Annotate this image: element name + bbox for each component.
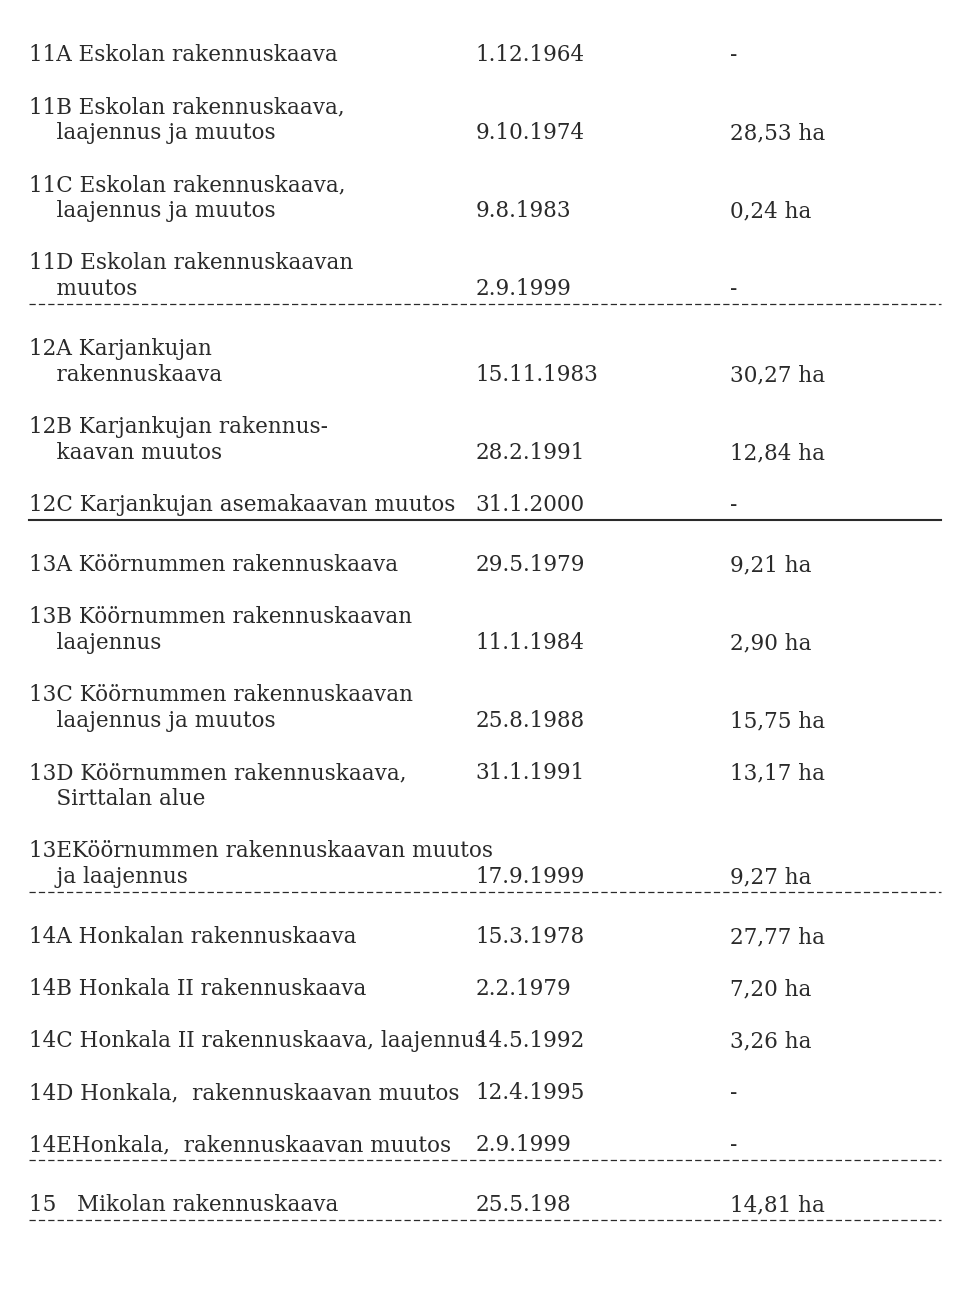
Text: Sirttalan alue: Sirttalan alue — [29, 788, 205, 810]
Text: 25.8.1988: 25.8.1988 — [475, 710, 585, 732]
Text: 11C Eskolan rakennuskaava,: 11C Eskolan rakennuskaava, — [29, 174, 346, 197]
Text: 9,27 ha: 9,27 ha — [730, 866, 811, 888]
Text: 14EHonkala,  rakennuskaavan muutos: 14EHonkala, rakennuskaavan muutos — [29, 1134, 451, 1156]
Text: 15   Mikolan rakennuskaava: 15 Mikolan rakennuskaava — [29, 1194, 338, 1216]
Text: 12B Karjankujan rakennus-: 12B Karjankujan rakennus- — [29, 417, 327, 437]
Text: 14A Honkalan rakennuskaava: 14A Honkalan rakennuskaava — [29, 926, 356, 948]
Text: 28,53 ha: 28,53 ha — [730, 122, 825, 145]
Text: 12A Karjankujan: 12A Karjankujan — [29, 339, 211, 359]
Text: 12.4.1995: 12.4.1995 — [475, 1082, 585, 1104]
Text: 11.1.1984: 11.1.1984 — [475, 631, 585, 654]
Text: -: - — [730, 44, 737, 66]
Text: laajennus ja muutos: laajennus ja muutos — [29, 201, 276, 223]
Text: 15,75 ha: 15,75 ha — [730, 710, 825, 732]
Text: 9.10.1974: 9.10.1974 — [475, 122, 585, 145]
Text: 11B Eskolan rakennuskaava,: 11B Eskolan rakennuskaava, — [29, 96, 345, 118]
Text: 29.5.1979: 29.5.1979 — [475, 553, 585, 575]
Text: kaavan muutos: kaavan muutos — [29, 441, 222, 464]
Text: 12C Karjankujan asemakaavan muutos: 12C Karjankujan asemakaavan muutos — [29, 493, 455, 516]
Text: -: - — [730, 1134, 737, 1156]
Text: 0,24 ha: 0,24 ha — [730, 201, 811, 223]
Text: 11A Eskolan rakennuskaava: 11A Eskolan rakennuskaava — [29, 44, 338, 66]
Text: -: - — [730, 1082, 737, 1104]
Text: 2.9.1999: 2.9.1999 — [475, 1134, 571, 1156]
Text: 31.1.1991: 31.1.1991 — [475, 762, 585, 784]
Text: 17.9.1999: 17.9.1999 — [475, 866, 585, 888]
Text: 11D Eskolan rakennuskaavan: 11D Eskolan rakennuskaavan — [29, 253, 353, 273]
Text: 28.2.1991: 28.2.1991 — [475, 441, 585, 464]
Text: 30,27 ha: 30,27 ha — [730, 365, 825, 385]
Text: rakennuskaava: rakennuskaava — [29, 365, 222, 385]
Text: 14D Honkala,  rakennuskaavan muutos: 14D Honkala, rakennuskaavan muutos — [29, 1082, 459, 1104]
Text: ja laajennus: ja laajennus — [29, 866, 187, 888]
Text: 27,77 ha: 27,77 ha — [730, 926, 825, 948]
Text: 15.11.1983: 15.11.1983 — [475, 365, 598, 385]
Text: 9.8.1983: 9.8.1983 — [475, 201, 571, 223]
Text: 14C Honkala II rakennuskaava, laajennus: 14C Honkala II rakennuskaava, laajennus — [29, 1030, 486, 1052]
Text: 2.2.1979: 2.2.1979 — [475, 978, 571, 1000]
Text: 7,20 ha: 7,20 ha — [730, 978, 811, 1000]
Text: 13B Köörnummen rakennuskaavan: 13B Köörnummen rakennuskaavan — [29, 605, 412, 628]
Text: laajennus: laajennus — [29, 631, 161, 654]
Text: 14.5.1992: 14.5.1992 — [475, 1030, 585, 1052]
Text: 13A Köörnummen rakennuskaava: 13A Köörnummen rakennuskaava — [29, 553, 398, 575]
Text: 14B Honkala II rakennuskaava: 14B Honkala II rakennuskaava — [29, 978, 366, 1000]
Text: 13D Köörnummen rakennuskaava,: 13D Köörnummen rakennuskaava, — [29, 762, 406, 784]
Text: 1.12.1964: 1.12.1964 — [475, 44, 585, 66]
Text: 13C Köörnummen rakennuskaavan: 13C Köörnummen rakennuskaavan — [29, 684, 413, 706]
Text: laajennus ja muutos: laajennus ja muutos — [29, 710, 276, 732]
Text: 12,84 ha: 12,84 ha — [730, 441, 825, 464]
Text: 2,90 ha: 2,90 ha — [730, 631, 811, 654]
Text: 13EKöörnummen rakennuskaavan muutos: 13EKöörnummen rakennuskaavan muutos — [29, 840, 492, 862]
Text: 3,26 ha: 3,26 ha — [730, 1030, 811, 1052]
Text: 13,17 ha: 13,17 ha — [730, 762, 825, 784]
Text: 14,81 ha: 14,81 ha — [730, 1194, 825, 1216]
Text: 25.5.198: 25.5.198 — [475, 1194, 571, 1216]
Text: -: - — [730, 493, 737, 516]
Text: -: - — [730, 279, 737, 299]
Text: 15.3.1978: 15.3.1978 — [475, 926, 585, 948]
Text: 9,21 ha: 9,21 ha — [730, 553, 811, 575]
Text: 31.1.2000: 31.1.2000 — [475, 493, 585, 516]
Text: 2.9.1999: 2.9.1999 — [475, 279, 571, 299]
Text: muutos: muutos — [29, 279, 137, 299]
Text: laajennus ja muutos: laajennus ja muutos — [29, 122, 276, 145]
